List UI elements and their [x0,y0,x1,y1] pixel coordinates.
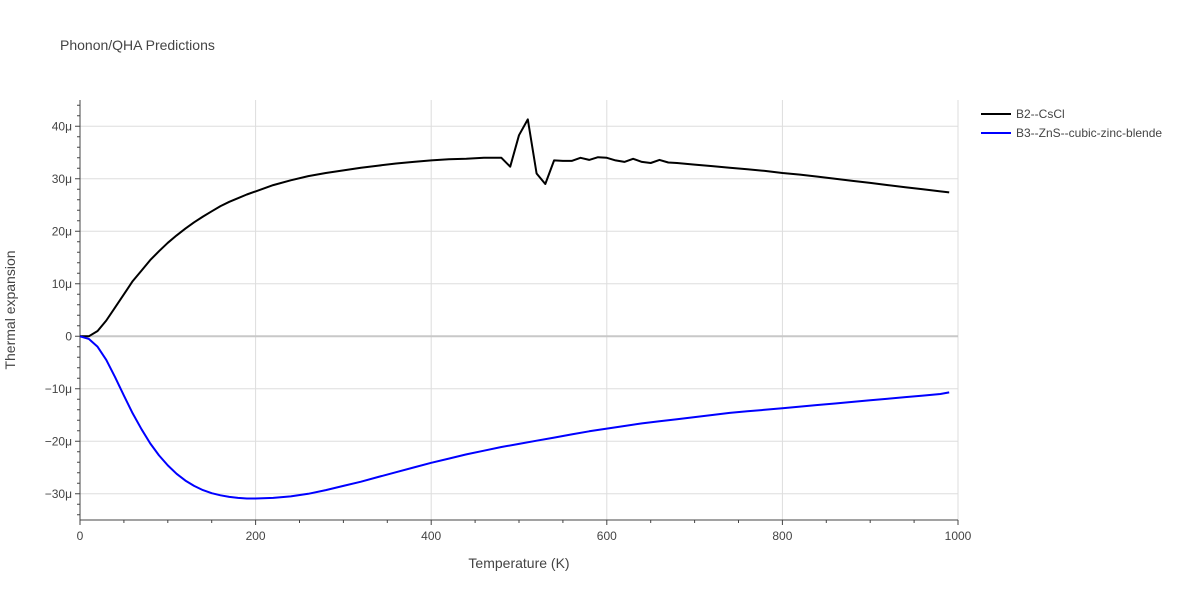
y-tick-label: −20μ [45,434,72,448]
y-tick-label: 10μ [52,277,72,291]
x-tick-label: 200 [246,529,266,543]
y-tick-label: −10μ [45,382,72,396]
chart-title: Phonon/QHA Predictions [60,37,215,53]
grid [80,100,959,520]
x-tick-label: 800 [772,529,792,543]
y-tick-label: 0 [65,329,72,343]
y-axis-ticks: −30μ −20μ −10μ 0 10μ 20μ 30μ 40μ [45,104,80,516]
x-tick-label: 600 [597,529,617,543]
series-lines [79,118,950,500]
x-tick-label: 0 [77,529,84,543]
x-tick-label: 1000 [945,529,972,543]
x-axis-ticks: 0 200 400 600 800 1000 [77,520,972,543]
legend: B2--CsCl B3--ZnS--cubic-zinc-blende [981,107,1162,140]
y-tick-label: 40μ [52,119,72,133]
axes [79,100,958,521]
y-tick-label: −30μ [45,487,72,501]
legend-label-1: B2--CsCl [1016,107,1065,121]
x-tick-label: 400 [421,529,441,543]
x-axis-title: Temperature (K) [468,555,569,571]
legend-label-2: B3--ZnS--cubic-zinc-blende [1016,126,1162,140]
series-line-1 [80,118,950,338]
y-tick-label: 30μ [52,172,72,186]
series-line-2 [79,335,950,500]
y-axis-title: Thermal expansion [2,250,18,369]
y-tick-label: 20μ [52,224,72,238]
